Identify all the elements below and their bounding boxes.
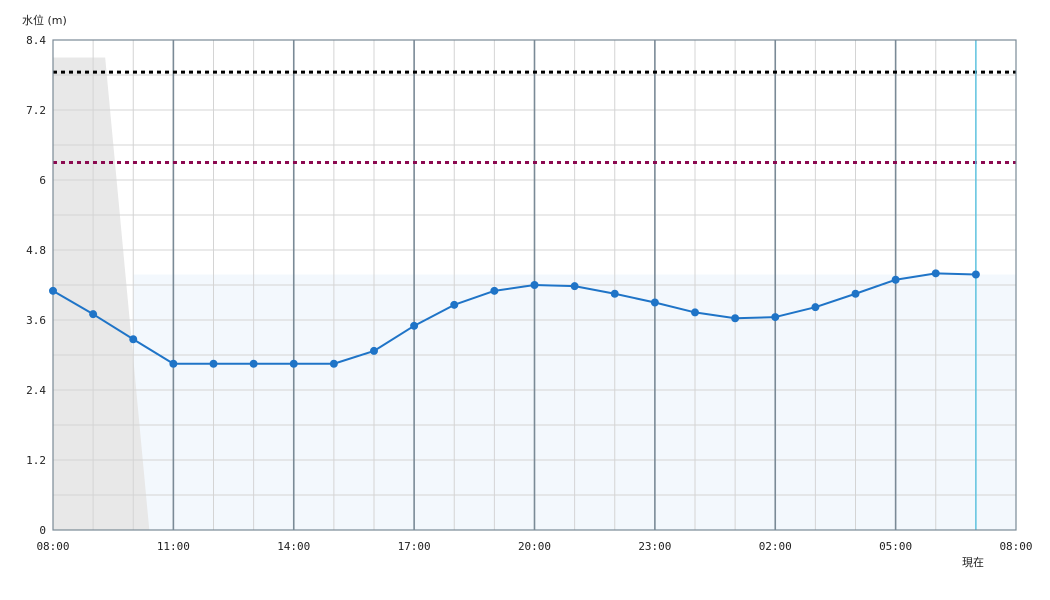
water-level-line [52,272,976,365]
y-tick-label: 6 [39,174,46,187]
data-point [410,321,419,330]
data-point [89,310,98,319]
y-tick-label: 7.2 [26,104,46,117]
data-point [249,359,258,368]
data-point [650,298,659,307]
plot-border [52,39,1017,531]
past-shade [53,57,150,530]
data-point [971,270,980,279]
data-point [931,269,940,278]
data-point [570,282,579,291]
data-point [811,303,820,312]
data-point [691,308,699,317]
data-point [49,286,57,295]
data-point [329,359,338,368]
x-tick-label: 08:00 [999,540,1032,553]
data-point [490,286,499,295]
y-tick-label: 1.2 [26,454,46,467]
data-point [209,359,218,368]
x-tick-label: 23:00 [638,540,671,553]
y-tick-label: 4.8 [26,244,46,257]
data-point [610,289,619,298]
y-axis-title: 水位 (m) [22,13,67,27]
x-tick-label: 05:00 [879,540,912,553]
x-tick-label: 20:00 [518,540,551,553]
x-tick-label: 11:00 [157,540,190,553]
data-point [169,359,178,368]
y-tick-label: 2.4 [26,384,46,397]
now-label: 現在 [962,556,984,569]
y-tick-label: 8.4 [26,34,46,47]
y-tick-label: 0 [39,524,46,537]
x-tick-label: 14:00 [277,540,310,553]
data-point [450,300,459,309]
data-point [289,359,298,368]
data-point [530,281,539,289]
x-tick-label: 02:00 [759,540,792,553]
data-point [129,335,138,344]
x-tick-label: 17:00 [398,540,431,553]
data-point [891,275,900,284]
y-tick-label: 3.6 [26,314,46,327]
data-point [370,346,378,355]
data-point [771,313,780,322]
plot-area: 0 1.2 2.4 3.6 4.8 6 7.2 8.4 08:00 11:00 14:00 17:00… [26,34,1032,553]
data-point [731,314,740,323]
x-tick-label: 08:00 [36,540,69,553]
data-point [851,289,860,298]
